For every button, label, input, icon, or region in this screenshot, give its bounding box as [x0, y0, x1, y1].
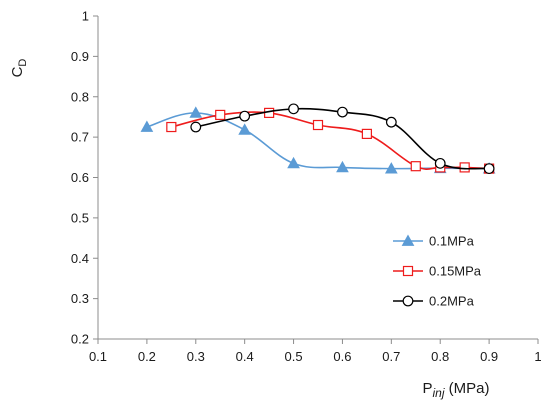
x-tick-label: 0.8	[431, 349, 449, 364]
y-tick-label: 0.2	[71, 332, 89, 347]
data-point	[287, 156, 300, 169]
chart-axes: 0.20.30.40.50.60.70.80.910.1 0.2 0.3 0.4 0.5…	[71, 9, 542, 365]
legend-item: 0.2MPa	[393, 294, 475, 309]
data-point	[239, 110, 251, 122]
x-axis-title-main: P	[422, 380, 432, 397]
data-point	[483, 163, 495, 175]
data-point	[410, 161, 421, 172]
legend-item: 0.15MPa	[393, 264, 482, 279]
legend-marker	[402, 265, 414, 277]
x-tick-label: 0.3	[187, 349, 205, 364]
data-point	[238, 123, 252, 135]
data-point	[140, 120, 154, 132]
data-point	[189, 106, 203, 118]
legend-label: 0.2MPa	[429, 294, 475, 309]
data-point	[166, 121, 177, 133]
x-axis-title-unit: (MPa)	[445, 380, 490, 397]
x-tick-label: 0.6	[333, 349, 351, 364]
data-point	[312, 119, 324, 131]
x-axis-title-sub: inj	[433, 386, 445, 400]
x-tick-label: 0.4	[236, 349, 254, 364]
data-point	[288, 103, 299, 115]
y-axis-title-main: C	[9, 66, 26, 77]
legend-item: 0.1MPa	[393, 234, 475, 249]
legend-marker	[402, 295, 414, 307]
data-point	[215, 109, 226, 121]
x-tick-label: 0.2	[138, 349, 156, 364]
y-tick-label: 0.4	[71, 251, 89, 266]
data-point	[459, 162, 470, 173]
data-point	[385, 116, 397, 128]
data-point	[337, 106, 348, 118]
x-tick-label: 0.7	[382, 349, 400, 364]
data-point	[434, 157, 446, 169]
chart-legend: 0.1MPa 0.15MPa 0.2MPa	[393, 234, 482, 309]
legend-label: 0.1MPa	[429, 234, 475, 249]
y-tick-label: 0.8	[71, 89, 89, 104]
x-axis-title: Pinj (MPa)	[422, 380, 489, 400]
data-point	[336, 160, 349, 173]
y-axis-title: CD	[9, 59, 29, 78]
y-tick-label: 1	[82, 9, 89, 24]
y-tick-label: 0.3	[71, 291, 89, 306]
legend-marker	[401, 234, 415, 246]
x-tick-label: 1	[534, 349, 541, 364]
x-tick-label: 0.5	[285, 349, 303, 364]
y-tick-label: 0.5	[71, 210, 89, 225]
y-tick-label: 0.7	[71, 130, 89, 145]
legend-label: 0.15MPa	[429, 264, 482, 279]
chart-series	[140, 103, 496, 175]
series-0.2MPa	[190, 103, 495, 175]
data-point	[361, 128, 372, 139]
y-axis-title-sub: D	[17, 59, 29, 67]
data-point	[190, 121, 202, 133]
y-tick-label: 0.9	[71, 49, 89, 64]
y-tick-label: 0.6	[71, 170, 89, 185]
x-tick-label: 0.9	[480, 349, 498, 364]
data-point	[384, 162, 398, 174]
x-tick-label: 0.1	[89, 349, 107, 364]
